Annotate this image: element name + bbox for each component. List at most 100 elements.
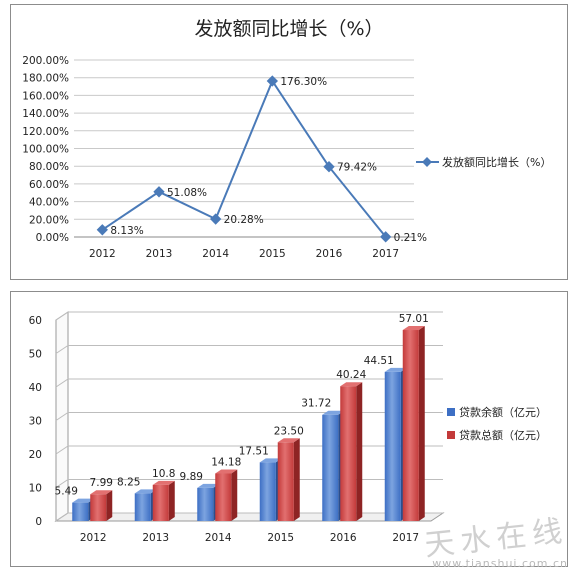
gridline [55,479,443,488]
data-label: 79.42% [337,162,377,174]
legend-marker [422,157,432,167]
gridline [55,311,443,321]
legend-label: 贷款总额（亿元） [459,428,547,442]
x-tick-label: 2014 [205,532,232,544]
bar-top [340,382,363,387]
y-tick-label: 30 [29,416,42,428]
x-tick-label: 2013 [146,248,173,260]
data-label: 0.21% [394,232,427,244]
bar [197,487,214,521]
y-tick-label: 40.00% [29,197,69,209]
bar-top [90,490,113,495]
bar-top [402,326,425,331]
bar-top [134,489,157,494]
bar-side [418,326,425,521]
y-tick-label: 50 [29,349,42,361]
data-label: 14.18 [211,456,241,468]
gridline [55,412,443,421]
loan-bar-chart: 0 10 20 30 40 50 60 2012 5.49 7.99 2013 8.25 10.8 201… [29,311,547,544]
watermark-text: 天水在线 [422,513,570,564]
x-tick-label: 2017 [392,532,419,544]
y-tick-label: 140.00% [22,108,69,120]
x-tick-label: 2015 [267,532,294,544]
bar [72,502,89,521]
y-tick-label: 60.00% [29,179,69,191]
y-tick-label: 80.00% [29,161,69,173]
y-tick-label: 200.00% [22,55,69,67]
y-tick-label: 0.00% [36,232,69,244]
bar [90,494,107,521]
data-label: 176.30% [280,76,327,88]
legend-label: 贷款余额（亿元） [459,405,547,419]
y-tick-label: 40 [29,382,42,394]
bar-top [72,498,95,503]
data-label: 10.8 [152,468,175,480]
y-tick-label: 100.00% [22,144,69,156]
x-tick-label: 2017 [372,248,399,260]
y-tick-label: 10 [29,483,42,495]
growth-chart-panel: 发放额同比增长（%） 0.00% 20.00% 40.00% 60.00% 80.00% 1… [10,4,568,280]
data-label: 5.49 [55,486,78,498]
bar [259,462,276,521]
bar [152,484,169,521]
x-tick-label: 2012 [80,532,107,544]
data-point [266,75,278,87]
watermark-url: www.tianshui.com.cn [432,557,568,570]
data-label: 40.24 [336,369,366,381]
bar-top [384,367,407,372]
loan-chart-panel: 0 10 20 30 40 50 60 2012 5.49 7.99 2013 8.25 10.8 201… [10,291,568,567]
growth-line-chart: 发放额同比增长（%） 0.00% 20.00% 40.00% 60.00% 80.00% 1… [22,18,551,260]
data-label: 7.99 [90,477,113,489]
data-label: 51.08% [167,187,207,199]
y-tick-label: 0 [35,516,42,528]
x-tick-label: 2013 [142,532,169,544]
data-point [96,224,108,236]
data-point [210,213,222,225]
data-point [153,186,165,198]
site-watermark: 天水在线 www.tianshui.com.cn [423,513,570,570]
bar-top [215,469,238,474]
y-tick-label: 20 [29,449,42,461]
data-label: 44.51 [364,355,394,367]
x-tick-label: 2012 [89,248,116,260]
gridline [55,378,443,388]
x-tick-label: 2016 [316,248,343,260]
data-label: 23.50 [274,425,304,437]
bar [402,330,419,521]
x-tick-label: 2014 [202,248,229,260]
y-tick-label: 160.00% [22,90,69,102]
bar-side [293,438,300,521]
gridline [55,345,443,354]
bar [340,386,357,521]
bar-side [231,469,238,521]
y-tick-label: 120.00% [22,126,69,138]
data-label: 8.25 [117,476,140,488]
bar [215,473,232,521]
data-label: 9.89 [180,471,203,483]
legend-swatch [447,431,455,439]
series-line [101,78,387,238]
y-tick-label: 180.00% [22,73,69,85]
bar-top [197,483,220,488]
bar-side [356,382,363,521]
gridline [55,512,443,522]
data-label: 20.28% [224,214,264,226]
chart-title: 发放额同比增长（%） [194,18,383,40]
bar-top [259,458,282,463]
legend-label: 发放额同比增长（%） [442,155,551,169]
bar-top [322,410,345,415]
data-label: 31.72 [301,398,331,410]
bar-top [152,480,175,485]
bar-top [277,438,300,443]
data-point [380,231,392,243]
x-tick-label: 2015 [259,248,286,260]
bar [277,442,294,521]
gridline [55,445,443,455]
bar-side [106,490,113,521]
data-label: 8.13% [110,225,143,237]
data-label: 17.51 [239,445,269,457]
x-tick-label: 2016 [330,532,357,544]
bar-side [168,480,175,521]
bar [134,493,151,521]
legend-swatch [447,408,455,416]
